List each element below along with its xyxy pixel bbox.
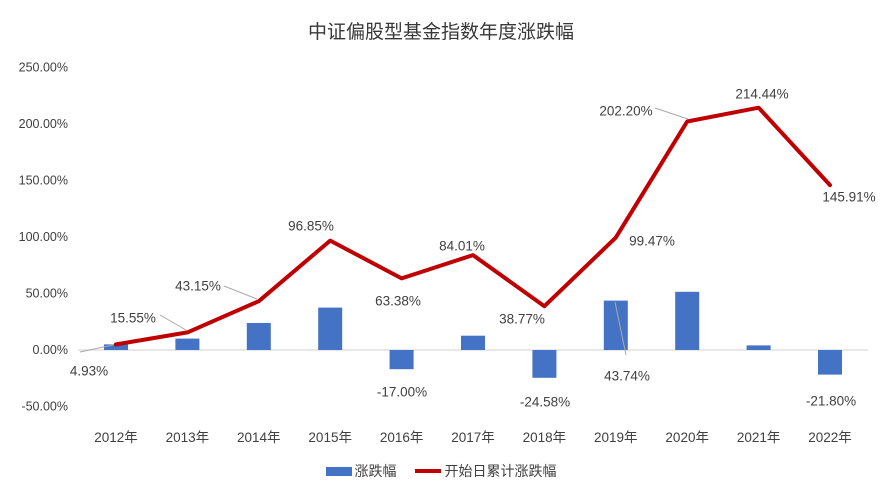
line-data-label: 145.91% — [822, 190, 875, 205]
line-data-label: 96.85% — [288, 219, 334, 234]
line-data-label: 84.01% — [439, 239, 485, 254]
chart-title: 中证偏股型基金指数年度涨跌幅 — [307, 22, 574, 43]
y-axis-tick-label: 150.00% — [19, 174, 68, 188]
label-leader-line — [654, 107, 689, 120]
bar-2020年 — [675, 291, 700, 350]
legend: 涨跌幅 开始日累计涨跌幅 — [0, 461, 882, 481]
label-leader-line — [79, 344, 114, 353]
bar-2019年 — [603, 300, 628, 350]
legend-entry-line-series: 开始日累计涨跌幅 — [414, 461, 557, 481]
line-data-label: 99.47% — [629, 234, 675, 249]
line-data-label: 202.20% — [599, 104, 652, 119]
x-axis-category-label: 2022年 — [808, 430, 852, 445]
bar-data-label: -21.80% — [806, 394, 856, 409]
legend-label-line-series: 开始日累计涨跌幅 — [444, 463, 557, 479]
x-axis-category-label: 2013年 — [166, 430, 210, 445]
y-axis-tick-label: 200.00% — [19, 117, 68, 131]
x-axis-category-label: 2012年 — [94, 430, 138, 445]
line-data-label: 43.15% — [175, 279, 221, 294]
x-axis-category-label: 2014年 — [237, 430, 281, 445]
line-data-label: 63.38% — [375, 294, 421, 309]
x-axis-category-label: 2019年 — [594, 430, 638, 445]
bar-data-label: 43.74% — [604, 369, 650, 384]
bar-data-label: -24.58% — [520, 395, 570, 410]
bar-2015年 — [318, 307, 343, 350]
bar-data-label: -17.00% — [377, 385, 427, 400]
line-data-label: 38.77% — [499, 312, 545, 327]
label-leader-line — [159, 314, 187, 331]
line-data-label: 15.55% — [110, 311, 156, 326]
label-leader-line — [614, 301, 627, 356]
bar-2018年 — [532, 350, 557, 378]
line-data-label: 4.93% — [70, 364, 108, 379]
bar-series-swatch-icon — [325, 466, 352, 476]
bar-2017年 — [461, 335, 485, 350]
bar-2014年 — [246, 323, 271, 350]
y-axis-tick-label: 50.00% — [26, 287, 68, 301]
bar-2021年 — [746, 345, 771, 350]
bar-2022年 — [818, 350, 842, 375]
y-axis-tick-label: 250.00% — [19, 61, 68, 75]
line-series-swatch-icon — [414, 469, 441, 473]
y-axis-tick-label: 100.00% — [19, 230, 68, 244]
x-axis-category-label: 2017年 — [451, 430, 495, 445]
x-axis-category-label: 2020年 — [665, 430, 709, 445]
legend-label-bar-series: 涨跌幅 — [354, 463, 397, 479]
line-data-label: 214.44% — [735, 87, 788, 102]
y-axis-tick-label: -50.00% — [21, 400, 68, 414]
x-axis-category-label: 2016年 — [380, 430, 424, 445]
bar-2016年 — [389, 350, 414, 370]
y-axis-tick-label: 0.00% — [33, 343, 68, 357]
bar-2012年 — [104, 344, 128, 350]
x-axis-category-label: 2015年 — [308, 430, 352, 445]
label-leader-line — [223, 285, 258, 300]
cumulative-line — [114, 105, 832, 347]
bar-2013年 — [175, 338, 200, 350]
legend-entry-bar-series: 涨跌幅 — [325, 461, 397, 481]
x-axis-category-label: 2018年 — [523, 430, 567, 445]
x-axis-category-label: 2021年 — [737, 430, 781, 445]
